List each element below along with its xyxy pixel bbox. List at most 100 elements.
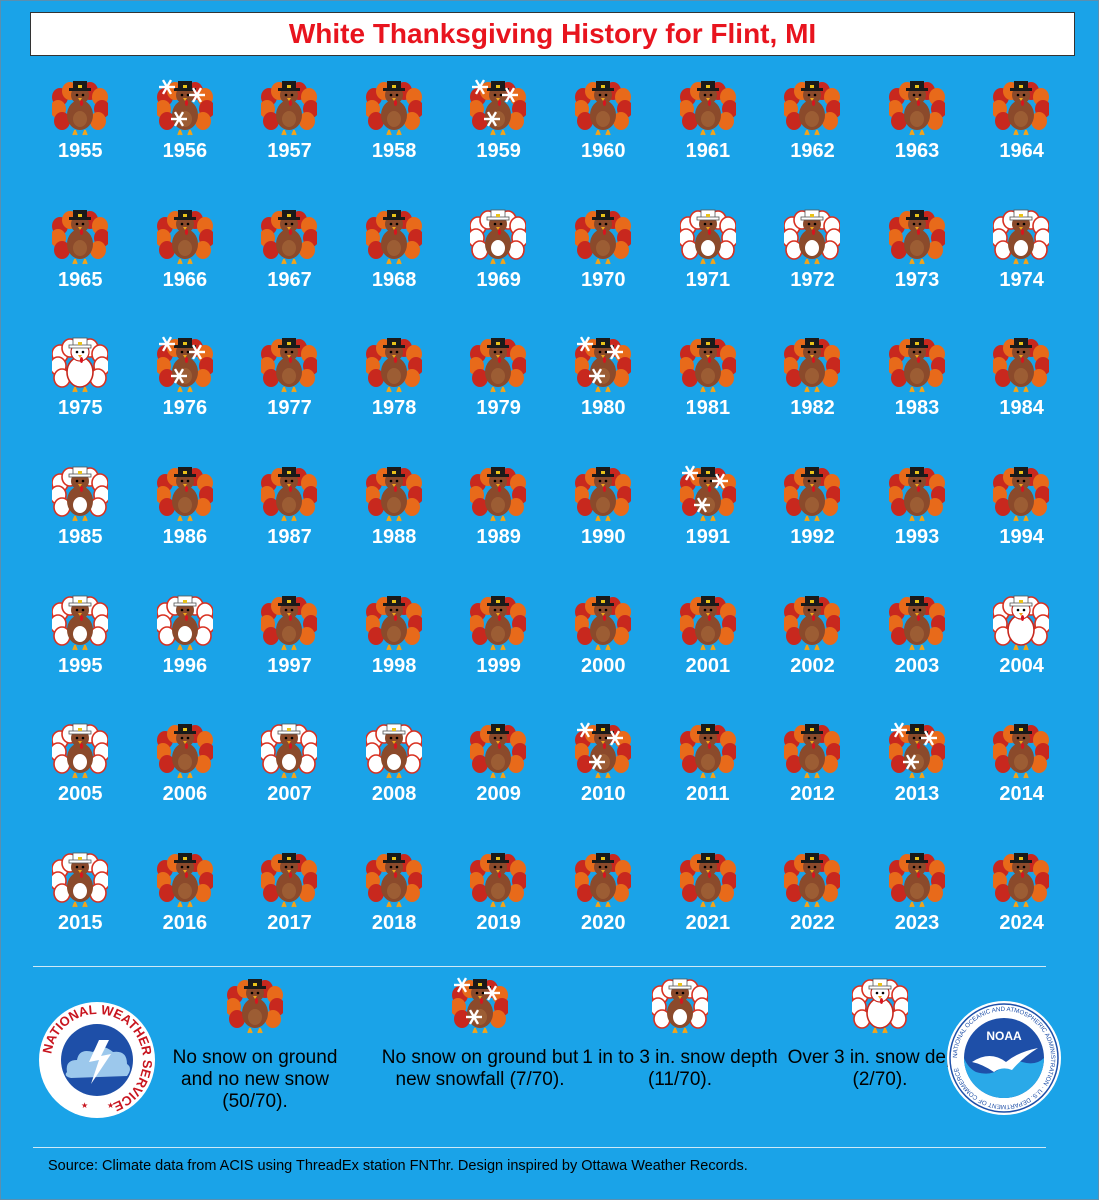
legend-label: No snow on ground and no new snow (50/70…: [172, 1047, 338, 1112]
year-cell: 1975: [28, 329, 133, 458]
legend-item-snowfall: No snow on ground but new snowfall (7/70…: [380, 975, 580, 1091]
year-grid: 1955 1956 1957 1958 1959 1960 1961 1962 1963 1964…: [28, 72, 1076, 973]
divider-bottom: [33, 1147, 1046, 1148]
year-cell: 2012: [760, 715, 865, 844]
year-cell: 2024: [969, 844, 1074, 973]
year-label: 2008: [371, 783, 417, 806]
year-cell: 1996: [133, 587, 238, 716]
year-cell: 1960: [551, 72, 656, 201]
year-label: 1973: [894, 268, 940, 291]
year-label: 2018: [371, 912, 417, 935]
year-label: 1989: [476, 526, 521, 549]
year-cell: 1967: [237, 201, 342, 330]
year-label: 2003: [894, 654, 940, 677]
year-label: 1974: [999, 268, 1044, 291]
year-label: 2002: [790, 654, 835, 677]
year-cell: 1964: [969, 72, 1074, 201]
year-label: 2010: [581, 783, 626, 806]
year-label: 1956: [162, 140, 208, 162]
year-label: 2001: [685, 654, 731, 677]
year-cell: 2016: [133, 844, 238, 973]
legend-turkey-snowfall-icon: [380, 975, 580, 1035]
year-label: 1987: [267, 526, 312, 549]
year-label: 2014: [999, 783, 1044, 806]
year-label: 1967: [267, 268, 312, 291]
year-label: 1970: [581, 268, 626, 291]
year-cell: 1991: [656, 458, 761, 587]
year-cell: 1969: [446, 201, 551, 330]
year-cell: 1972: [760, 201, 865, 330]
year-cell: 1992: [760, 458, 865, 587]
year-label: 1995: [58, 654, 103, 677]
year-cell: 1990: [551, 458, 656, 587]
year-cell: 1984: [969, 329, 1074, 458]
year-cell: 1958: [342, 72, 447, 201]
legend-item-depth1to3: 1 in to 3 in. snow depth (11/70).: [580, 975, 780, 1091]
year-label: 1968: [371, 268, 417, 291]
year-cell: 2020: [551, 844, 656, 973]
year-cell: 1988: [342, 458, 447, 587]
year-label: 1964: [999, 140, 1044, 162]
year-cell: 1961: [656, 72, 761, 201]
legend-label: 1 in to 3 in. snow depth (11/70).: [582, 1047, 778, 1090]
divider-top: [33, 966, 1046, 967]
year-label: 2004: [999, 654, 1044, 677]
year-cell: 1998: [342, 587, 447, 716]
year-cell: 2001: [656, 587, 761, 716]
year-label: 1994: [999, 526, 1044, 549]
year-label: 1990: [581, 526, 626, 549]
year-cell: 1957: [237, 72, 342, 201]
year-cell: 1997: [237, 587, 342, 716]
year-cell: 1995: [28, 587, 133, 716]
year-cell: 1956: [133, 72, 238, 201]
year-cell: 2003: [865, 587, 970, 716]
year-cell: 2010: [551, 715, 656, 844]
year-cell: 1976: [133, 329, 238, 458]
year-cell: 1962: [760, 72, 865, 201]
year-cell: 1973: [865, 201, 970, 330]
year-cell: 1986: [133, 458, 238, 587]
year-cell: 2004: [969, 587, 1074, 716]
year-cell: 1985: [28, 458, 133, 587]
year-cell: 2005: [28, 715, 133, 844]
noaa-logo-text: NOAA: [986, 1029, 1022, 1043]
year-label: 2016: [162, 912, 208, 935]
year-label: 1963: [894, 140, 940, 162]
legend-turkey-depth1to3-icon: [580, 975, 780, 1035]
year-label: 2022: [790, 912, 835, 935]
year-label: 1978: [371, 397, 417, 420]
nws-logo: NATIONAL WEATHER SERVICE ★ ★: [39, 1002, 155, 1118]
year-cell: 2015: [28, 844, 133, 973]
year-cell: 1982: [760, 329, 865, 458]
year-label: 1980: [581, 397, 626, 420]
year-label: 1975: [58, 397, 103, 420]
year-label: 1988: [371, 526, 417, 549]
year-label: 1962: [790, 140, 835, 162]
year-cell: 2023: [865, 844, 970, 973]
year-cell: 2009: [446, 715, 551, 844]
legend-turkey-depthover3-icon: [780, 975, 980, 1035]
year-cell: 1971: [656, 201, 761, 330]
svg-text:★: ★: [107, 1101, 114, 1110]
year-cell: 2013: [865, 715, 970, 844]
year-cell: 2018: [342, 844, 447, 973]
year-label: 1998: [371, 654, 417, 677]
year-label: 2007: [267, 783, 312, 806]
year-label: 1991: [685, 526, 731, 549]
year-cell: 1980: [551, 329, 656, 458]
year-label: 1972: [790, 268, 835, 291]
year-label: 1996: [162, 654, 208, 677]
year-label: 1979: [476, 397, 521, 420]
year-label: 1969: [476, 268, 521, 291]
legend-item-depthover3: Over 3 in. snow depth (2/70).: [780, 975, 980, 1091]
year-cell: 1966: [133, 201, 238, 330]
year-label: 2015: [58, 912, 103, 935]
legend-item-none: No snow on ground and no new snow (50/70…: [155, 975, 355, 1113]
year-label: 2020: [581, 912, 626, 935]
year-label: 1986: [162, 526, 208, 549]
year-label: 1965: [58, 268, 103, 291]
source-note: Source: Climate data from ACIS using Thr…: [48, 1158, 748, 1174]
year-cell: 1987: [237, 458, 342, 587]
year-label: 1955: [58, 140, 103, 162]
year-label: 1976: [162, 397, 208, 420]
